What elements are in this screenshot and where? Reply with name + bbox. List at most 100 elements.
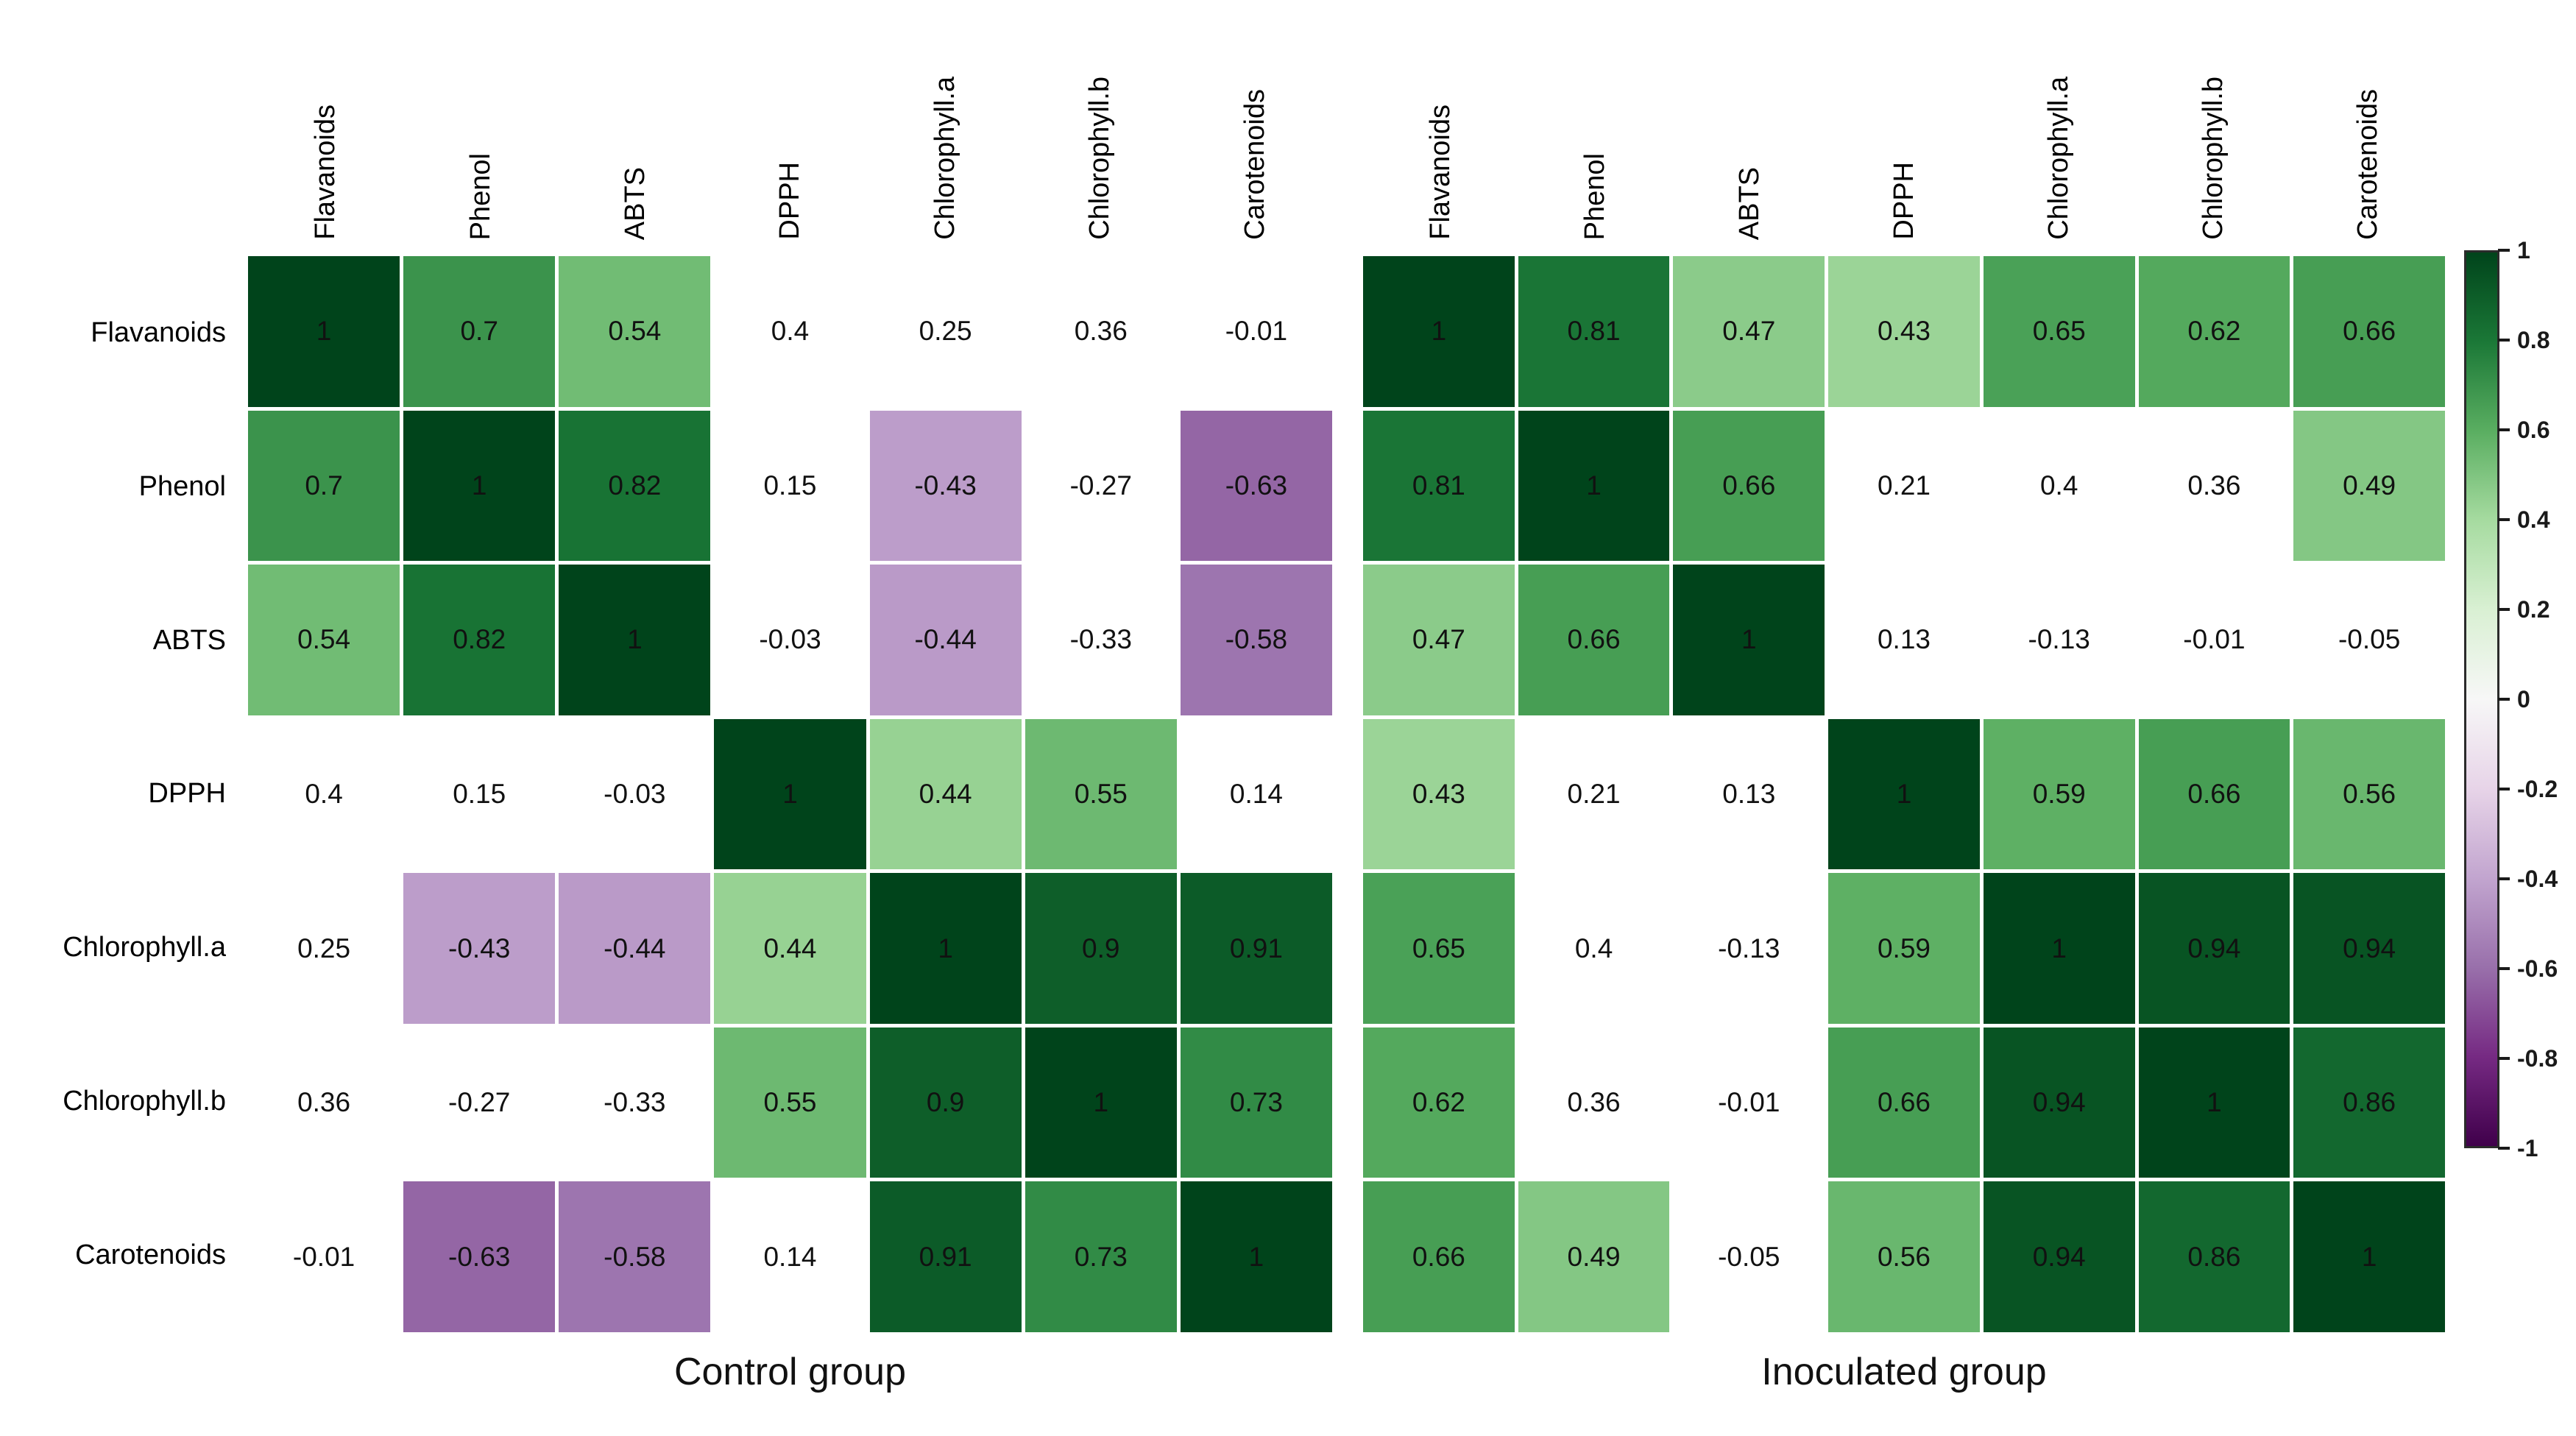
heatmap-cell: 0.55	[1025, 718, 1177, 870]
colorbar-tick-label: 0.2	[2517, 595, 2550, 623]
correlation-value: -0.58	[604, 1241, 666, 1272]
heatmap-cell: 1	[869, 873, 1022, 1024]
column-header: DPPH	[1827, 0, 1981, 250]
correlation-value: 1	[1093, 1087, 1109, 1118]
colorbar-tick-label: -0.8	[2517, 1044, 2558, 1072]
correlation-value: 0.86	[2343, 1087, 2396, 1118]
colorbar-tick	[2498, 698, 2510, 701]
correlation-value: 0.54	[297, 624, 351, 655]
heatmap-cell: 0.91	[1180, 873, 1332, 1024]
heatmap-cell: 0.4	[1983, 410, 2135, 562]
column-header-label: DPPH	[774, 162, 806, 240]
correlation-value: 1	[1431, 316, 1447, 347]
correlation-value: -0.63	[448, 1241, 511, 1272]
correlation-value: -0.03	[759, 624, 821, 655]
correlation-value: -0.44	[604, 933, 666, 963]
heatmap-cell: 0.7	[403, 256, 556, 407]
correlation-value: 0.94	[2032, 1087, 2086, 1118]
correlation-value: 0.9	[1082, 933, 1120, 963]
correlation-value: 1	[471, 470, 487, 501]
correlation-value: 0.25	[919, 316, 972, 347]
heatmap-cell: -0.43	[869, 410, 1022, 562]
heatmap-cell: 1	[1828, 718, 1980, 870]
heatmap-cell: 0.43	[1363, 718, 1515, 870]
correlation-value: 0.55	[763, 1087, 817, 1118]
correlation-value: 0.13	[1722, 778, 1776, 809]
heatmap-cell: -0.27	[1025, 410, 1177, 562]
column-header: ABTS	[558, 0, 712, 250]
heatmap-cell: 1	[2138, 1027, 2290, 1178]
heatmap-cell: -0.44	[869, 565, 1022, 715]
colorbar-tick	[2498, 249, 2510, 252]
correlation-value: 0.15	[763, 470, 817, 501]
heatmap-cell: 0.81	[1518, 256, 1670, 407]
colorbar-tick	[2498, 877, 2510, 880]
correlation-value: 0.65	[2032, 316, 2086, 347]
heatmap-cell: 0.55	[714, 1027, 866, 1178]
correlation-value: 0.66	[1412, 1241, 1465, 1272]
heatmap-cell: 0.56	[1828, 1181, 1980, 1332]
heatmap-cell: -0.05	[2293, 565, 2445, 715]
heatmap-cell: 0.21	[1518, 718, 1670, 870]
heatmap-cell: -0.44	[559, 873, 711, 1024]
colorbar-tick	[2498, 428, 2510, 431]
heatmap-cell: 0.56	[2293, 718, 2445, 870]
heatmap-grid-inoculated: 1 0.81 0.47 0.43 0.65 0.62 0.66 0.81 1 0.66 0.21 0.…	[1363, 256, 2445, 1332]
correlation-value: 0.59	[1877, 933, 1931, 963]
heatmap-cell: 0.49	[1518, 1181, 1670, 1332]
heatmap-cell: 0.82	[403, 565, 556, 715]
correlation-value: 0.36	[2187, 470, 2241, 501]
heatmap-cell: -0.01	[2138, 565, 2290, 715]
correlation-value: 0.82	[453, 624, 506, 655]
heatmap-cell: 0.21	[1828, 410, 1980, 562]
heatmap-cell: -0.03	[559, 718, 711, 870]
heatmap-cell: 0.66	[1363, 1181, 1515, 1332]
correlation-value: -0.01	[2183, 624, 2246, 655]
correlation-value: 0.62	[1412, 1087, 1465, 1118]
heatmap-cell: 0.36	[1518, 1027, 1670, 1178]
correlation-value: 1	[627, 624, 643, 655]
heatmap-cell: 1	[1180, 1181, 1332, 1332]
heatmap-cell: 0.54	[559, 256, 711, 407]
colorbar-tick	[2498, 1147, 2510, 1150]
heatmap-cell: 0.94	[1983, 1027, 2135, 1178]
colorbar-tick-label: 0.4	[2517, 506, 2550, 533]
correlation-value: 0.47	[1412, 624, 1465, 655]
correlation-value: 0.55	[1074, 778, 1128, 809]
heatmap-cell: 0.73	[1025, 1181, 1177, 1332]
colorbar-tick-label: 0	[2517, 685, 2530, 712]
heatmap-cell: 0.66	[1518, 565, 1670, 715]
correlation-value: -0.01	[1718, 1087, 1780, 1118]
heatmap-cell: -0.13	[1673, 873, 1825, 1024]
correlation-value: 1	[1586, 470, 1602, 501]
heatmap-cell: 0.86	[2138, 1181, 2290, 1332]
heatmap-cell: -0.33	[559, 1027, 711, 1178]
correlation-value: -0.27	[1069, 470, 1132, 501]
correlation-value: 0.73	[1229, 1087, 1283, 1118]
heatmap-cell: 0.13	[1673, 718, 1825, 870]
correlation-value: 0.36	[297, 1087, 351, 1118]
correlation-value: -0.63	[1225, 470, 1288, 501]
correlation-value: 0.49	[1567, 1241, 1621, 1272]
correlation-value: 0.62	[2187, 316, 2241, 347]
column-header-label: DPPH	[1889, 162, 1919, 240]
heatmap-cell: -0.01	[1180, 256, 1332, 407]
heatmap-cell: 0.43	[1828, 256, 1980, 407]
correlation-value: -0.05	[2338, 624, 2401, 655]
correlation-value: 0.4	[305, 778, 343, 809]
correlation-value: 0.4	[1574, 933, 1613, 963]
heatmap-cell: 0.73	[1180, 1027, 1332, 1178]
correlation-value: 1	[2207, 1087, 2222, 1118]
heatmap-cell: 0.15	[403, 718, 556, 870]
heatmap-cell: 0.81	[1363, 410, 1515, 562]
heatmap-cell: 0.25	[869, 256, 1022, 407]
heatmap-cell: 1	[1983, 873, 2135, 1024]
correlation-value: 0.91	[1229, 933, 1283, 963]
heatmap-cell: 0.14	[1180, 718, 1332, 870]
correlation-value: 0.43	[1877, 316, 1931, 347]
column-header-label: Chlorophyll.a	[2043, 77, 2074, 240]
colorbar-tick	[2498, 518, 2510, 521]
colorbar-tick-label: -0.4	[2517, 865, 2558, 892]
heatmap-cell: 0.62	[2138, 256, 2290, 407]
correlation-value: -0.03	[604, 778, 666, 809]
